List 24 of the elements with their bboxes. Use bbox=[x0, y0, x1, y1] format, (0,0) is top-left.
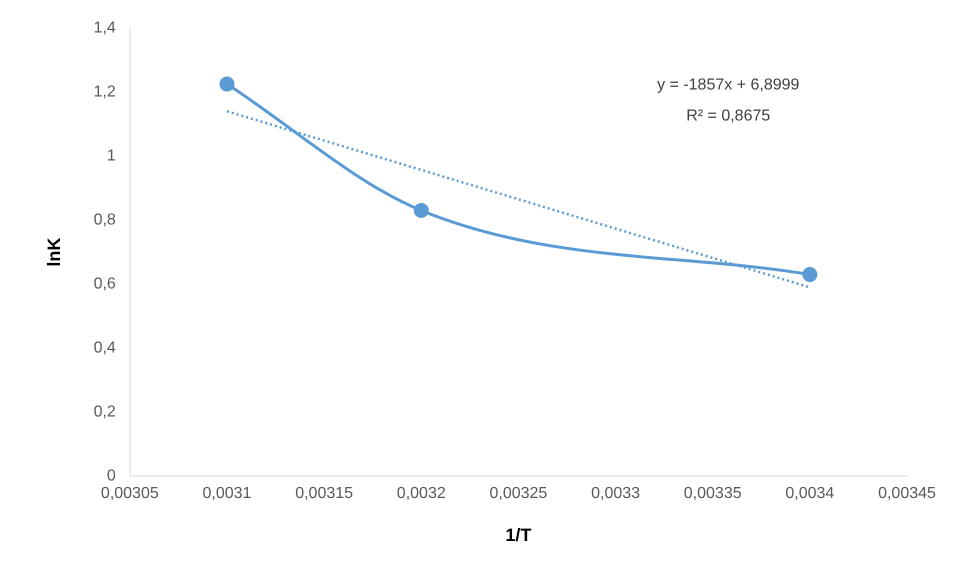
point bbox=[414, 202, 429, 218]
x-tick-label: 0,0031 bbox=[202, 485, 252, 502]
x-tick-label: 0,00325 bbox=[490, 485, 548, 502]
point bbox=[219, 76, 234, 92]
x-tick-label: 0,00305 bbox=[100, 485, 159, 502]
x-tick-label: 0,0034 bbox=[785, 485, 834, 502]
y-tick-label: 0,8 bbox=[94, 211, 116, 228]
annotation: R² = 0,8675 bbox=[686, 107, 770, 124]
annotation: y = -1857x + 6,8999 bbox=[657, 76, 800, 94]
y-axis-title: lnK bbox=[44, 238, 64, 267]
x-tick-label: 0,00335 bbox=[684, 485, 742, 502]
x-tick-label: 0,00315 bbox=[295, 485, 354, 502]
x-tick-label: 0,0032 bbox=[396, 485, 446, 502]
x-tick-label: 0,0033 bbox=[591, 485, 640, 502]
y-tick-label: 0,2 bbox=[94, 404, 116, 421]
y-tick-label: 0,6 bbox=[94, 276, 116, 293]
y-tick-label: 1 bbox=[106, 147, 116, 164]
y-tick-label: 1,4 bbox=[94, 19, 116, 36]
point bbox=[802, 267, 818, 282]
x-axis-title: 1/T bbox=[505, 525, 532, 546]
y-tick-label: 0 bbox=[106, 468, 116, 485]
y-tick-label: 1,2 bbox=[94, 83, 116, 100]
y-tick-label: 0,4 bbox=[94, 340, 116, 357]
x-tick-label: 0,00345 bbox=[878, 485, 936, 502]
